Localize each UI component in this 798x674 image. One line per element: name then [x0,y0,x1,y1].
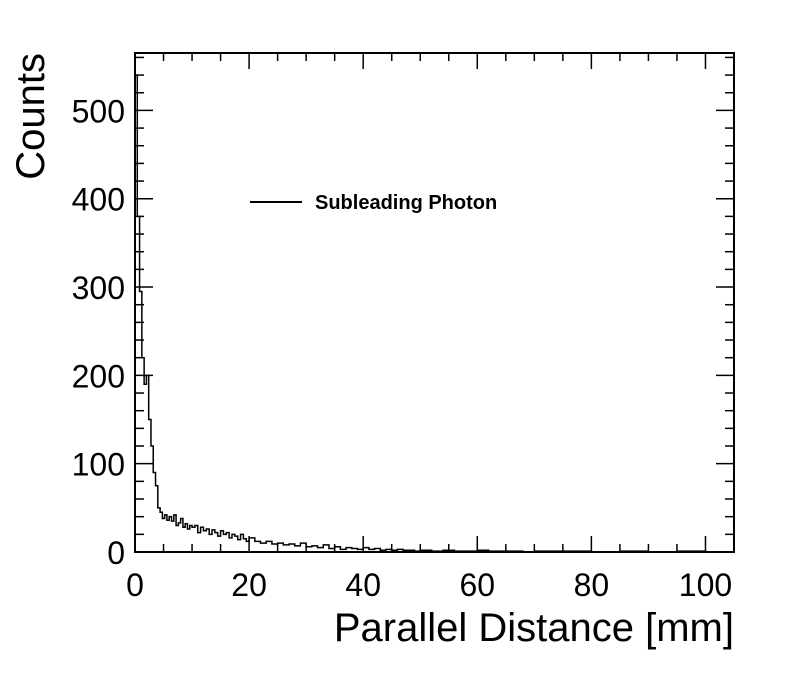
x-tick-label: 100 [679,567,732,603]
x-tick-label: 40 [345,567,381,603]
y-axis-title: Counts [9,53,53,180]
histogram-series-line [134,74,734,553]
y-tick-label: 100 [72,447,125,483]
legend-label-subleading-photon: Subleading Photon [315,192,497,214]
tick-labels: 0 20 40 60 80 100 0 100 200 300 400 500 [72,93,733,603]
plot-frame [134,52,735,553]
x-tick-label: 0 [126,567,144,603]
x-axis-title: Parallel Distance [mm] [334,606,734,650]
y-tick-label: 500 [72,93,125,129]
x-tick-label: 60 [459,567,495,603]
y-tick-label: 300 [72,270,125,306]
x-tick-label: 20 [231,567,267,603]
plot-area [134,74,734,553]
axis-ticks [134,53,735,553]
y-tick-label: 0 [107,535,125,571]
y-tick-label: 200 [72,358,125,394]
legend: Subleading Photon [250,192,497,214]
x-tick-label: 80 [574,567,610,603]
y-tick-label: 400 [72,182,125,218]
